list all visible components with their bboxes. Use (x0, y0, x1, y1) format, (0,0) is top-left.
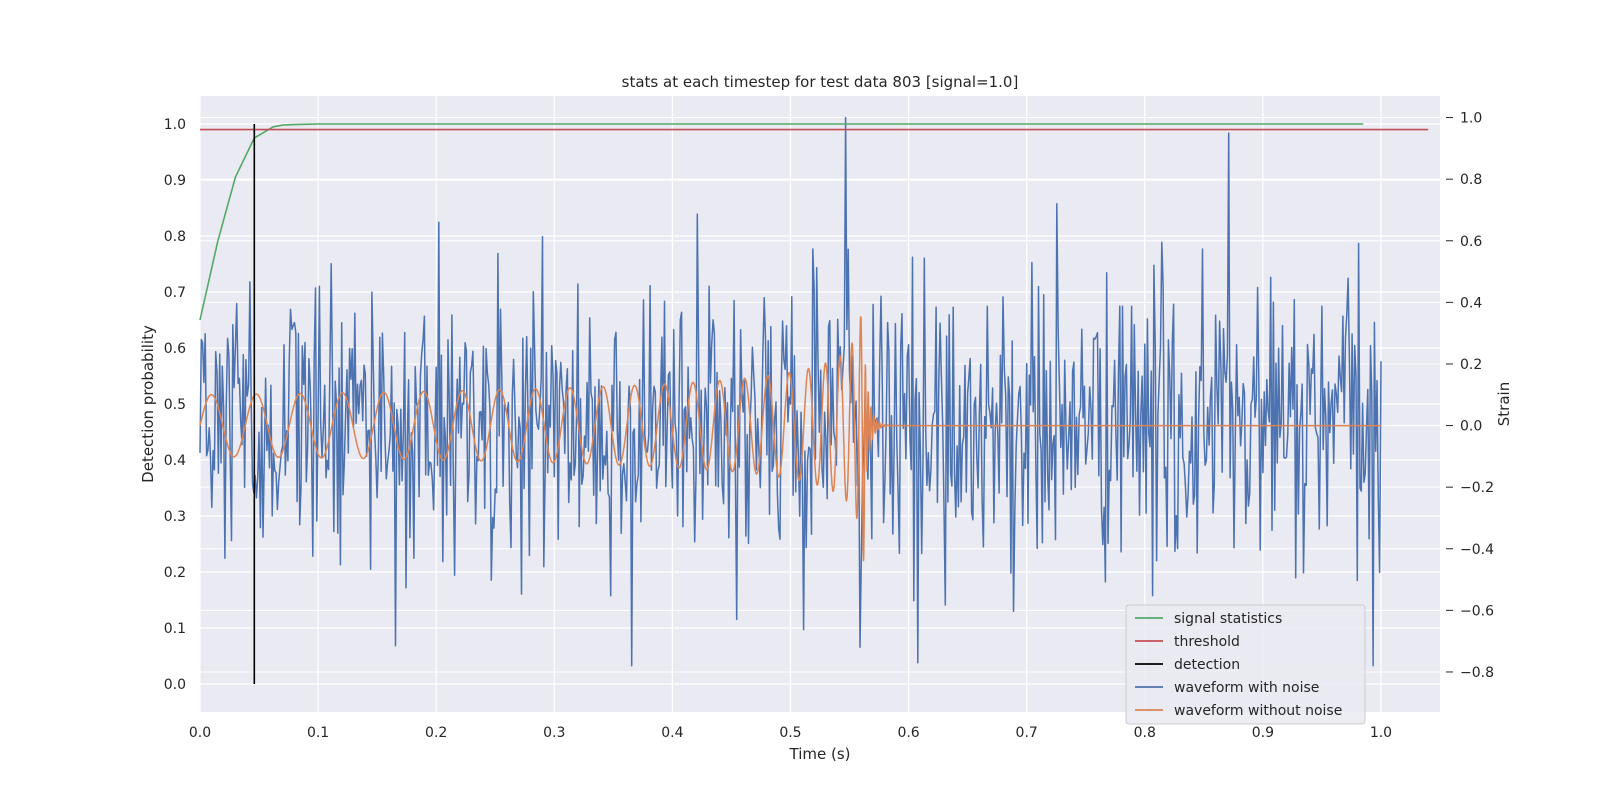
y-tick-label-right: 0.8 (1460, 172, 1482, 188)
x-tick-label: 0.8 (1134, 725, 1156, 741)
x-tick-label: 0.3 (543, 725, 565, 741)
legend-box (1125, 604, 1366, 725)
legend-label: detection (1174, 657, 1240, 673)
y-tick-label-left: 0.3 (164, 509, 186, 525)
y-tick-label-right: 0.6 (1460, 234, 1482, 250)
y-tick-label-left: 0.4 (164, 453, 186, 469)
x-tick-label: 0.6 (897, 725, 919, 741)
y-axis-label-left: Detection probability (139, 325, 157, 483)
legend-label: threshold (1174, 634, 1240, 650)
y-tick-label-right: −0.6 (1460, 603, 1494, 619)
series-layer (199, 116, 1429, 684)
x-tick-label: 0.5 (779, 725, 801, 741)
y-tick-label-left: 0.2 (164, 565, 186, 581)
y-tick-label-left: 0.9 (164, 173, 186, 189)
y-tick-label-right: −0.8 (1460, 665, 1494, 681)
y-tick-label-left: 0.8 (164, 229, 186, 245)
x-tick-label: 0.7 (1016, 725, 1038, 741)
chart-title: stats at each timestep for test data 803… (622, 73, 1019, 91)
x-tick-label: 0.2 (425, 725, 447, 741)
y-tick-label-right: 1.0 (1460, 111, 1482, 127)
x-axis-label: Time (s) (789, 745, 851, 763)
legend-label: waveform without noise (1174, 703, 1342, 719)
series-line-signal-statistics (199, 123, 1364, 321)
y-tick-label-left: 0.7 (164, 285, 186, 301)
legend: signal statistics threshold detection wavef… (1125, 604, 1366, 725)
series-line-waveform-without-noise (199, 316, 1382, 562)
x-tick-label: 0.4 (661, 725, 683, 741)
axes-layer: 0.0 0.1 0.2 0.3 0.4 0.5 0.6 0.7 0.8 0.9 1.0 0.0 0.1 0… (164, 111, 1494, 741)
x-tick-label: 0.9 (1252, 725, 1274, 741)
y-tick-label-right: 0.2 (1460, 357, 1482, 373)
x-tick-label: 0.1 (307, 725, 329, 741)
series-line-waveform-with-noise (199, 116, 1382, 667)
y-tick-label-left: 0.1 (164, 621, 186, 637)
y-tick-label-left: 0.5 (164, 397, 186, 413)
y-tick-label-right: −0.2 (1460, 480, 1494, 496)
y-axis-label-right: Strain (1495, 382, 1513, 426)
y-tick-label-left: 0.0 (164, 677, 186, 693)
legend-label: waveform with noise (1174, 680, 1319, 696)
y-tick-label-left: 0.6 (164, 341, 186, 357)
x-tick-label: 1.0 (1370, 725, 1392, 741)
y-tick-label-left: 1.0 (164, 117, 186, 133)
y-tick-label-right: −0.4 (1460, 542, 1494, 558)
legend-label: signal statistics (1174, 611, 1282, 627)
y-tick-label-right: 0.4 (1460, 295, 1482, 311)
y-tick-label-right: 0.0 (1460, 419, 1482, 435)
x-tick-label: 0.0 (189, 725, 211, 741)
